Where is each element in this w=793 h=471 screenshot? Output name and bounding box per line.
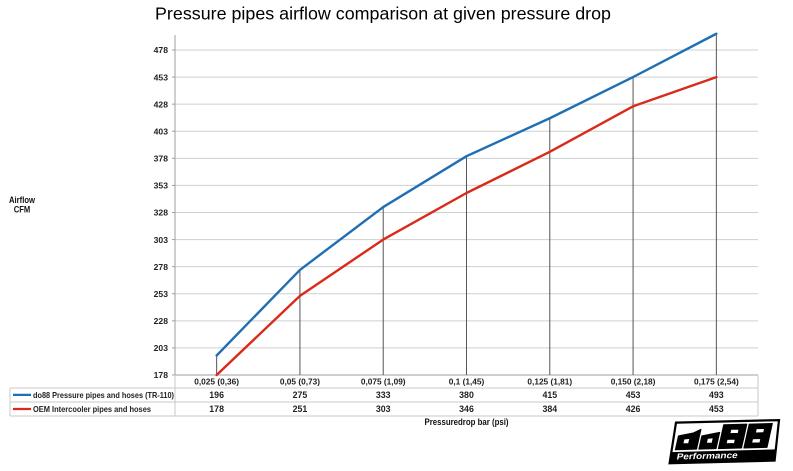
svg-text:0,075 (1,09): 0,075 (1,09): [361, 376, 406, 386]
svg-text:0,025 (0,36): 0,025 (0,36): [194, 376, 239, 386]
svg-text:OEM Intercooler pipes and hose: OEM Intercooler pipes and hoses: [33, 404, 151, 414]
svg-text:278: 278: [154, 262, 169, 272]
svg-text:353: 353: [154, 181, 169, 191]
svg-text:Airflow: Airflow: [9, 195, 36, 205]
svg-text:CFM: CFM: [14, 205, 31, 215]
svg-text:303: 303: [154, 235, 169, 245]
svg-text:415: 415: [542, 390, 557, 400]
svg-text:Performance: Performance: [676, 450, 739, 461]
svg-text:Pressure pipes airflow compari: Pressure pipes airflow comparison at giv…: [155, 4, 611, 24]
svg-text:303: 303: [376, 404, 391, 414]
svg-text:384: 384: [542, 404, 557, 414]
svg-text:275: 275: [293, 390, 308, 400]
svg-text:251: 251: [293, 404, 308, 414]
svg-text:0,1 (1,45): 0,1 (1,45): [449, 376, 485, 386]
svg-text:178: 178: [209, 404, 224, 414]
svg-text:178: 178: [154, 370, 169, 380]
svg-text:228: 228: [154, 316, 169, 326]
svg-text:0,175 (2,54): 0,175 (2,54): [694, 376, 739, 386]
svg-text:453: 453: [709, 404, 724, 414]
svg-text:346: 346: [459, 404, 474, 414]
svg-text:380: 380: [459, 390, 474, 400]
svg-text:378: 378: [154, 154, 169, 164]
svg-text:do88 Pressure pipes and hoses: do88 Pressure pipes and hoses (TR-110): [33, 390, 174, 400]
svg-text:328: 328: [154, 208, 169, 218]
svg-text:333: 333: [376, 390, 391, 400]
svg-text:253: 253: [154, 289, 169, 299]
svg-text:453: 453: [626, 390, 641, 400]
svg-text:0,150 (2,18): 0,150 (2,18): [611, 376, 656, 386]
svg-text:203: 203: [154, 343, 169, 353]
svg-text:0,05 (0,73): 0,05 (0,73): [280, 376, 320, 386]
svg-text:426: 426: [626, 404, 641, 414]
svg-text:0,125 (1,81): 0,125 (1,81): [527, 376, 572, 386]
svg-text:478: 478: [154, 45, 169, 55]
svg-text:493: 493: [709, 390, 724, 400]
svg-text:196: 196: [209, 390, 224, 400]
svg-text:428: 428: [154, 99, 169, 109]
svg-text:453: 453: [154, 72, 169, 82]
svg-text:403: 403: [154, 126, 169, 136]
svg-text:Pressuredrop bar (psi): Pressuredrop bar (psi): [425, 417, 509, 427]
